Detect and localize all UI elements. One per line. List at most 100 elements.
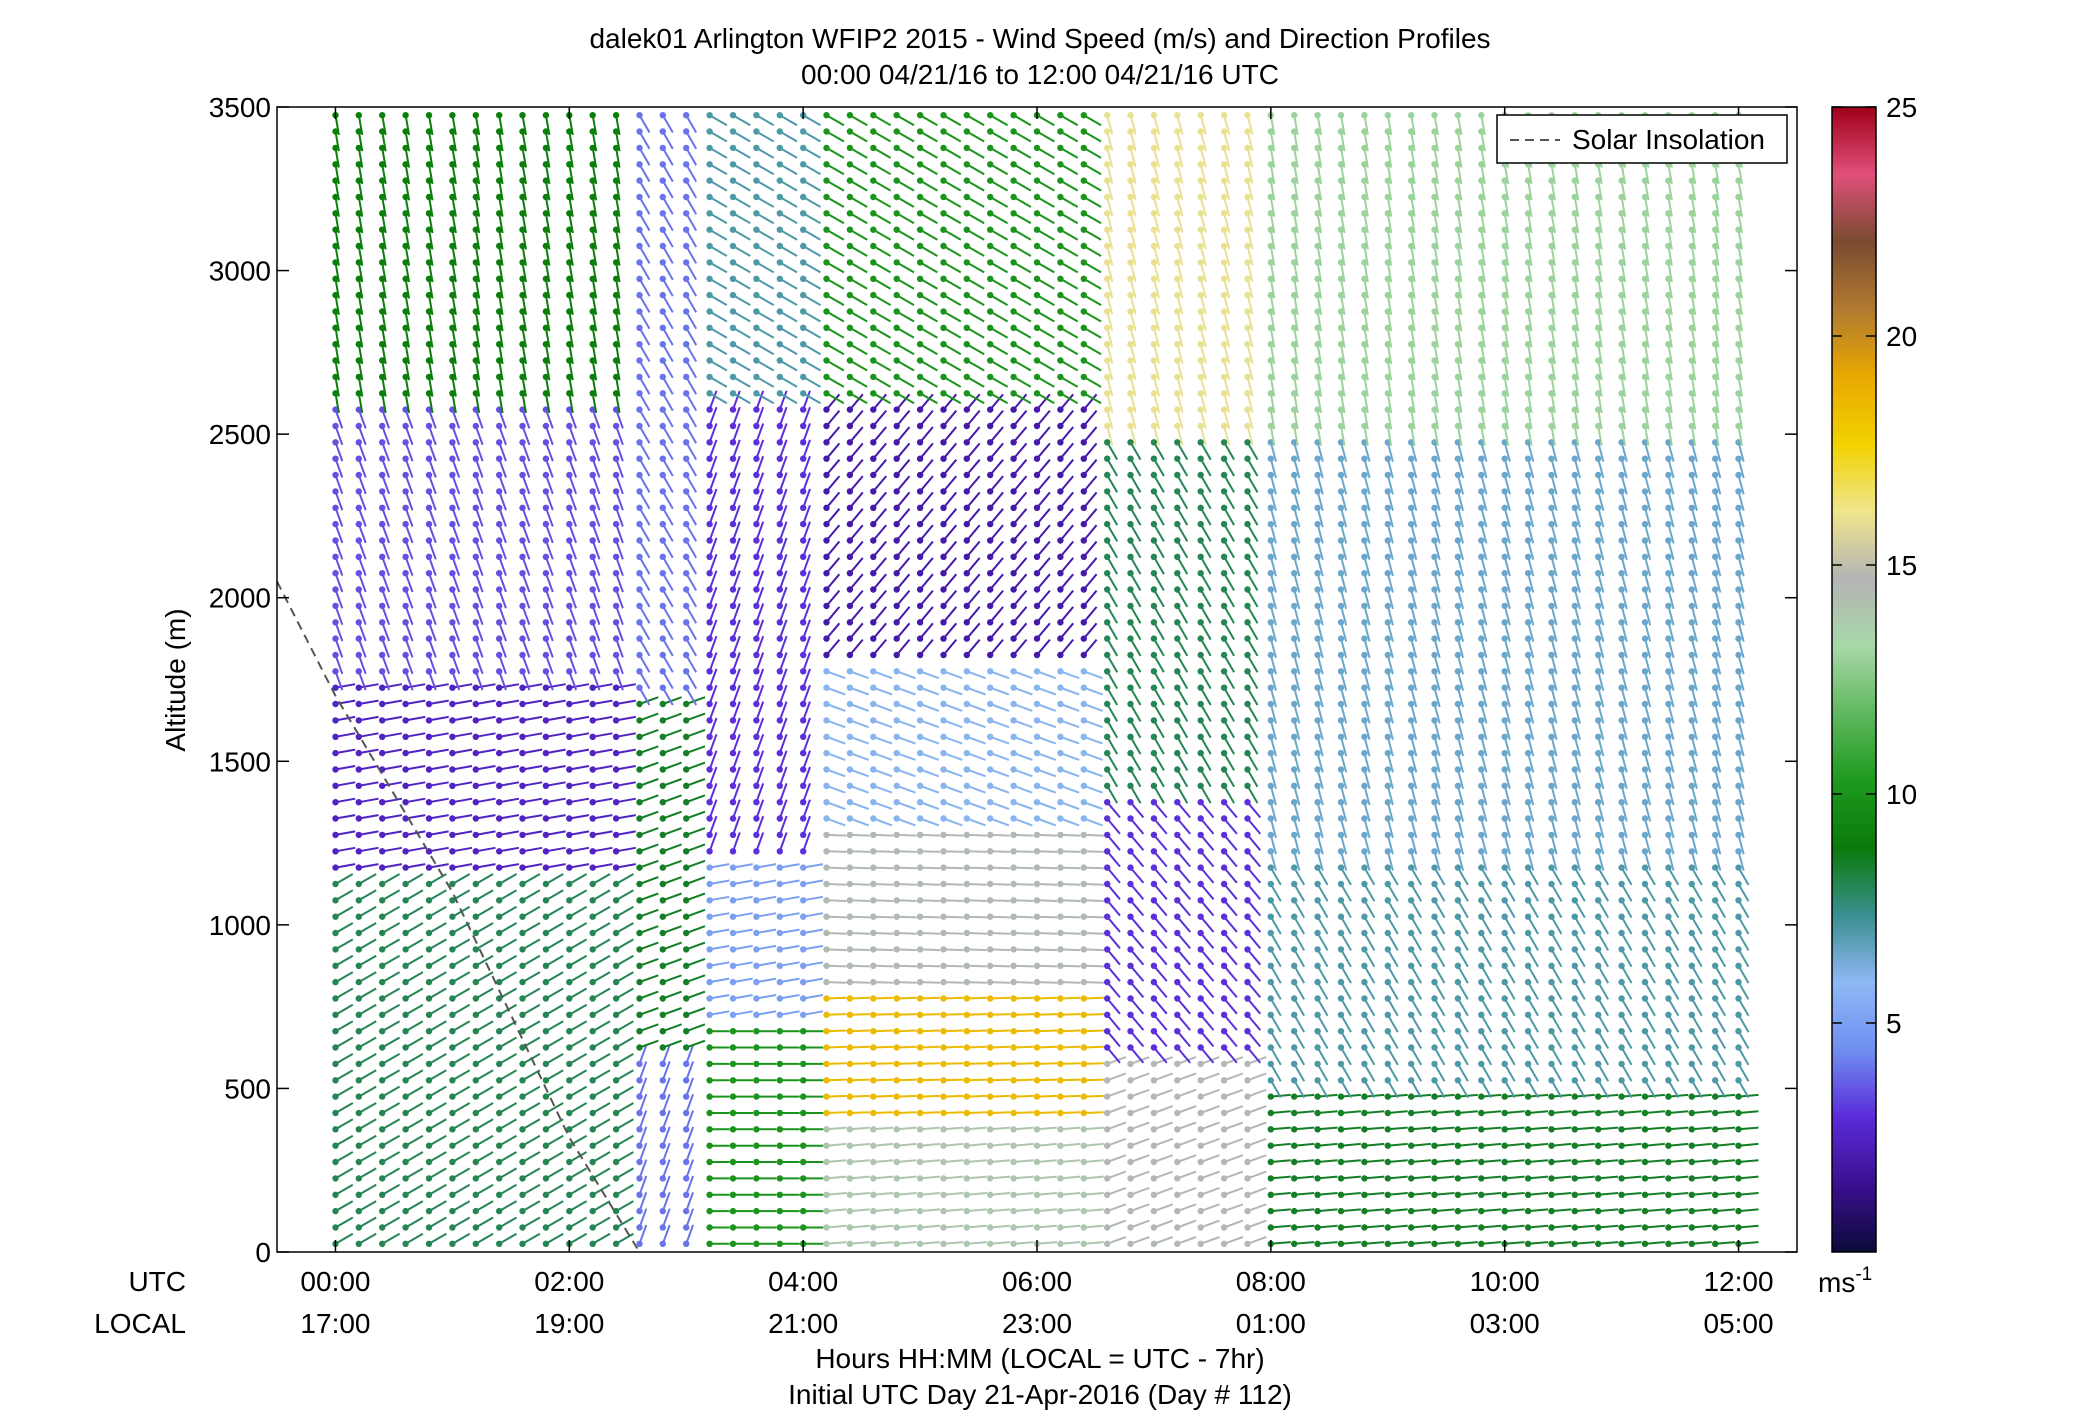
wind-barb-point (729, 210, 737, 217)
wind-barb (661, 458, 674, 477)
wind-barb-point (729, 1126, 737, 1133)
wind-barb (381, 1216, 401, 1229)
wind-barb (405, 1053, 424, 1065)
wind-barb-point (893, 128, 900, 135)
wind-barb (405, 863, 426, 869)
wind-barb-point (1080, 1240, 1088, 1248)
wind-barb-point (729, 831, 737, 839)
wind-barb-point (1127, 504, 1134, 511)
wind-barb-point (332, 684, 339, 691)
wind-barb-point (519, 1158, 526, 1166)
wind-barb (638, 343, 651, 363)
wind-barb-point (1010, 668, 1017, 675)
wind-barb (568, 1036, 588, 1049)
wind-barb (638, 621, 651, 641)
wind-barb-point (519, 602, 526, 610)
wind-barb-point (800, 684, 807, 691)
wind-barb (661, 131, 674, 150)
wind-barb-point (683, 1158, 690, 1166)
wind-barb-point (846, 978, 854, 986)
wind-barb (451, 393, 457, 414)
wind-barb (521, 311, 527, 332)
wind-barb-point (916, 357, 924, 364)
wind-barb-point (636, 1109, 643, 1117)
wind-barb (592, 781, 613, 787)
wind-barb-point (589, 504, 596, 511)
wind-barb-point (519, 733, 526, 740)
wind-barb-point (753, 668, 760, 675)
wind-barb-point (402, 537, 409, 544)
wind-barb-point (332, 717, 339, 724)
wind-barb-point (519, 1207, 526, 1215)
wind-barb-point (963, 1175, 970, 1182)
wind-barb-point (1010, 455, 1017, 462)
wind-barb (568, 180, 574, 201)
wind-barb (381, 1118, 401, 1131)
wind-barb (404, 360, 411, 381)
wind-barb-point (893, 308, 900, 315)
wind-barb-point (800, 668, 807, 675)
wind-barb (357, 229, 364, 250)
wind-barb (428, 147, 434, 168)
wind-barb (498, 922, 518, 934)
wind-barb-point (355, 1060, 362, 1068)
wind-barb (474, 245, 481, 266)
wind-barb-point (425, 946, 433, 953)
wind-barb (334, 1085, 354, 1098)
wind-barb-point (542, 1142, 550, 1149)
wind-barb-point (1033, 651, 1041, 659)
wind-barb (334, 1200, 354, 1212)
wind-barb-point (1033, 161, 1041, 168)
wind-barb-point (1057, 291, 1064, 299)
wind-barb-point (1010, 848, 1017, 855)
wind-barb-point (636, 1191, 643, 1199)
wind-barb-point (1104, 1175, 1111, 1182)
wind-barb (568, 164, 574, 185)
wind-barb (475, 1134, 494, 1147)
wind-barb-point (870, 488, 877, 495)
wind-barb-point (472, 700, 479, 708)
wind-barb-point (425, 782, 433, 789)
wind-barb-point (1057, 242, 1064, 250)
wind-barb (358, 748, 379, 755)
wind-barb-point (823, 684, 830, 691)
wind-barb (381, 458, 391, 478)
wind-barb (544, 393, 551, 414)
wind-barb-point (893, 864, 900, 871)
wind-barb (685, 728, 706, 738)
wind-barb-point (1080, 700, 1088, 708)
wind-barb-point (355, 1011, 362, 1018)
wind-barb-point (519, 570, 526, 577)
wind-barb-point (683, 913, 690, 920)
wind-barb (662, 1007, 682, 1016)
wind-barb (661, 1142, 671, 1163)
wind-barb (545, 1134, 564, 1147)
wind-barb-point (636, 520, 643, 528)
wind-barb-point (659, 390, 666, 397)
wind-barb-point (1057, 390, 1064, 397)
wind-barb-point (846, 193, 854, 201)
wind-barb-point (449, 749, 456, 757)
wind-barb (592, 1200, 611, 1212)
wind-barb-point (472, 504, 479, 511)
wind-barb-point (1010, 586, 1017, 593)
wind-barb (662, 810, 682, 820)
wind-barb (475, 715, 496, 722)
wind-barb-point (823, 831, 830, 839)
wind-barb-point (519, 1240, 526, 1248)
wind-barb-point (659, 995, 666, 1002)
wind-barb-point (332, 1109, 339, 1117)
wind-barb (334, 1053, 354, 1065)
wind-barb-point (1150, 488, 1158, 495)
wind-barb (615, 311, 621, 332)
wind-barb-point (659, 341, 666, 348)
wind-barb-point (823, 520, 830, 528)
wind-barb-point (753, 962, 760, 969)
wind-barb-point (706, 406, 713, 413)
wind-barb (428, 164, 434, 185)
wind-barb-point (612, 1158, 620, 1166)
wind-barb-point (425, 1142, 433, 1149)
wind-barb-point (589, 1240, 596, 1248)
wind-barb-point (916, 684, 924, 691)
wind-barb (428, 1118, 447, 1131)
